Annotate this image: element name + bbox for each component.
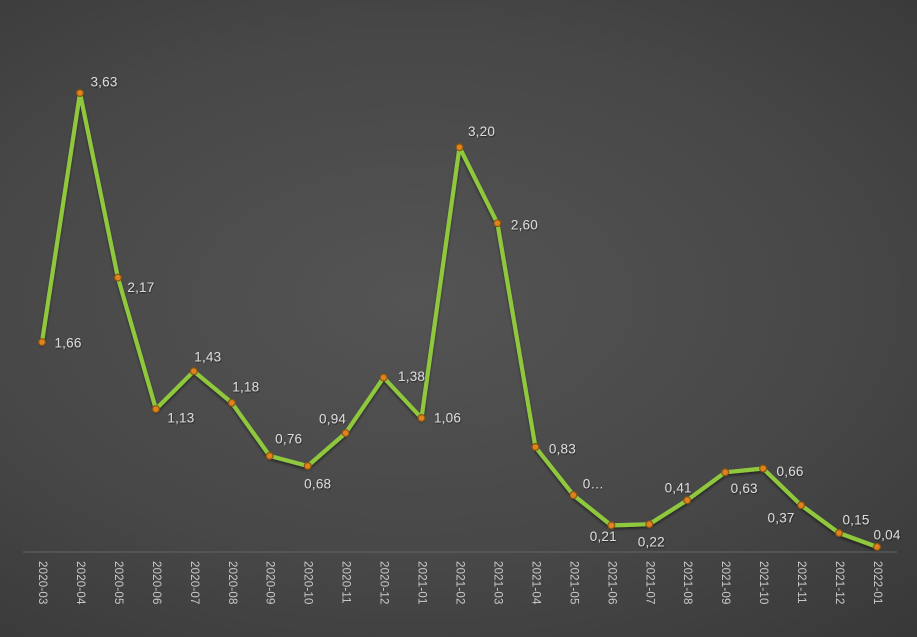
x-axis-tick-label: 2021-01 — [416, 561, 428, 605]
data-point-marker — [151, 405, 160, 414]
x-axis-tick-label: 2021-11 — [795, 561, 807, 604]
data-label: 0,68 — [304, 477, 331, 492]
data-label: 0,37 — [768, 511, 795, 526]
x-axis-tick-label: 2020-09 — [264, 561, 276, 605]
data-point-marker — [645, 520, 654, 529]
data-labels: 1,66 3,63 2,17 1,13 1,43 1,18 0,76 0,68 0,94 1,38… — [54, 75, 900, 550]
x-axis-tick-label: 2021-04 — [529, 561, 541, 605]
x-axis-tick-label: 2021-09 — [719, 561, 731, 605]
x-axis-tick-label: 2021-02 — [454, 561, 466, 605]
data-point-marker — [721, 468, 730, 477]
data-point-marker — [75, 88, 84, 97]
data-label: 1,18 — [232, 379, 259, 394]
x-axis-tick-label: 2020-11 — [340, 561, 352, 604]
x-axis-tick-label: 2021-12 — [833, 561, 845, 605]
data-label: 2,60 — [511, 218, 538, 233]
data-point-marker — [607, 521, 616, 530]
data-point-marker — [417, 414, 426, 423]
data-label: 3,63 — [90, 75, 117, 90]
data-point-marker — [113, 273, 122, 282]
data-point-marker — [227, 398, 236, 407]
x-axis-tick-label: 2020-12 — [378, 561, 390, 605]
data-label: 0… — [583, 477, 604, 492]
data-label: 1,13 — [167, 411, 194, 426]
data-point-marker — [569, 491, 578, 500]
data-label: 3,20 — [468, 124, 495, 139]
data-point-marker — [265, 451, 274, 460]
data-label: 1,06 — [434, 411, 461, 426]
x-axis-tick-label: 2021-07 — [643, 561, 655, 605]
data-point-marker — [37, 338, 46, 347]
data-label: 0,76 — [275, 431, 302, 446]
data-point-marker — [455, 143, 464, 152]
data-label: 0,22 — [638, 535, 665, 550]
data-point-marker — [379, 373, 388, 382]
x-axis-tick-label: 2021-08 — [681, 561, 693, 605]
x-axis-tick-label: 2020-10 — [302, 561, 314, 605]
x-axis-tick-label: 2020-03 — [36, 561, 48, 605]
data-label: 0,83 — [549, 442, 576, 457]
data-label: 1,66 — [54, 336, 81, 351]
data-point-marker — [683, 496, 692, 505]
data-label: 1,43 — [194, 350, 221, 365]
data-label: 0,41 — [665, 481, 692, 496]
x-axis-tick-label: 2021-03 — [491, 561, 503, 605]
data-label: 0,66 — [777, 464, 804, 479]
data-series — [37, 88, 881, 551]
data-label: 0,63 — [731, 481, 758, 496]
data-point-marker — [872, 542, 881, 551]
data-point-marker — [493, 219, 502, 228]
data-label: 2,17 — [127, 280, 154, 295]
data-label: 0,15 — [842, 513, 869, 528]
x-axis-tick-label: 2021-06 — [605, 561, 617, 605]
x-axis-tick-label: 2020-04 — [74, 561, 86, 605]
data-point-marker — [759, 464, 768, 473]
data-point-marker — [341, 429, 350, 438]
data-label: 0,94 — [319, 412, 346, 427]
x-axis-tick-labels: 2020-03 2020-04 2020-05 2020-06 2020-07 2020-… — [36, 561, 883, 605]
x-axis-tick-label: 2021-05 — [567, 561, 579, 605]
x-axis-tick-label: 2020-08 — [226, 561, 238, 605]
data-label: 1,38 — [398, 369, 425, 384]
data-label: 0,04 — [873, 527, 900, 542]
x-axis-tick-label: 2020-07 — [188, 561, 200, 605]
data-point-marker — [189, 367, 198, 376]
x-axis-tick-label: 2020-06 — [150, 561, 162, 605]
x-axis-tick-label: 2021-10 — [757, 561, 769, 605]
data-label: 0,21 — [590, 529, 617, 544]
data-point-marker — [797, 501, 806, 510]
x-axis-tick-label: 2022-01 — [871, 561, 883, 605]
data-point-marker — [531, 443, 540, 452]
data-point-marker — [303, 462, 312, 471]
chart-line — [39, 90, 880, 550]
data-point-marker — [834, 528, 843, 537]
x-axis-tick-label: 2020-05 — [112, 561, 124, 605]
